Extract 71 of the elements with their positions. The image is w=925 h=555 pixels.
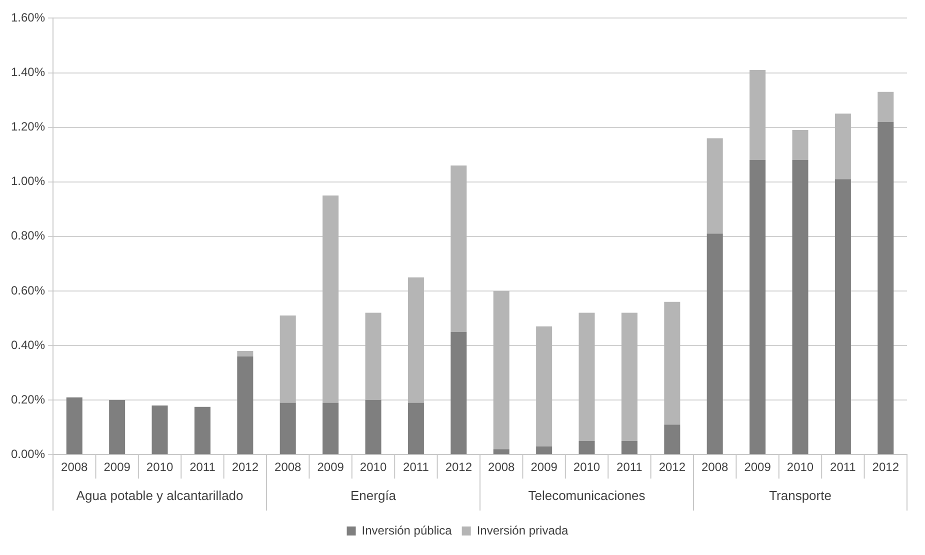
text: Energía (350, 488, 397, 504)
x-tick-label: 2008 (61, 460, 88, 474)
y-tick-label: 0.80% (10, 228, 46, 243)
text: Agua potable y alcantarillado (76, 488, 244, 504)
bar (706, 138, 723, 234)
x-tick-label: 2010 (360, 460, 387, 474)
bar (578, 312, 595, 441)
bar (834, 179, 851, 454)
bar (706, 234, 723, 454)
bar (536, 326, 552, 446)
bar (152, 406, 168, 454)
y-tick-label: 1.00% (10, 174, 46, 188)
bar (66, 397, 82, 454)
bar (664, 302, 680, 425)
text: Transporte (769, 488, 832, 504)
bar (493, 290, 510, 450)
bar (237, 350, 254, 356)
bar (493, 449, 510, 454)
x-tick-label: 2008 (488, 460, 516, 474)
bar (194, 406, 210, 454)
bar (878, 92, 894, 122)
x-tick-label: 2010 (573, 460, 600, 474)
x-tick-label: 2008 (274, 460, 302, 474)
y-tick-label: 1.60% (10, 10, 46, 25)
x-tick-label: 2011 (830, 460, 856, 474)
legend-label: Inversión privada (476, 523, 569, 538)
x-tick-label: 2009 (104, 460, 131, 474)
bar (365, 312, 382, 400)
bar (322, 402, 339, 454)
bar (536, 446, 552, 454)
x-tick-label: 2010 (146, 460, 174, 474)
bar (280, 316, 296, 403)
y-tick-label: 0.00% (10, 446, 46, 461)
bar (750, 160, 766, 454)
x-tick-label: 2008 (702, 460, 729, 474)
x-tick-label: 2011 (403, 460, 430, 474)
bar (878, 122, 894, 454)
bar (365, 400, 382, 454)
y-tick-label: 1.20% (10, 120, 46, 134)
x-tick-label: 2012 (658, 460, 686, 474)
y-tick-label: 0.20% (10, 392, 46, 406)
legend-label: Inversión pública (362, 523, 452, 538)
x-tick-label: 2009 (744, 460, 772, 474)
bar (578, 440, 595, 454)
y-tick-label: 1.40% (10, 65, 46, 80)
bar (322, 195, 339, 403)
bar (621, 440, 638, 454)
bar (834, 114, 851, 180)
bar (621, 312, 638, 441)
bar (792, 130, 808, 160)
bar (237, 356, 254, 454)
bar (750, 70, 766, 160)
bar (109, 400, 126, 454)
bar (664, 424, 680, 454)
y-tick-label: 0.60% (10, 283, 46, 298)
x-tick-label: 2011 (616, 460, 643, 474)
bar (408, 277, 424, 403)
bar (450, 165, 467, 332)
y-tick-label: 0.40% (10, 338, 46, 352)
x-tick-label: 2012 (445, 460, 472, 474)
bar (280, 402, 296, 454)
bar (792, 160, 808, 454)
x-tick-label: 2009 (317, 460, 344, 474)
x-tick-label: 2010 (786, 460, 814, 474)
x-tick-label: 2012 (872, 460, 900, 474)
x-tick-label: 2011 (190, 460, 216, 474)
x-tick-label: 2012 (232, 460, 259, 474)
bar (450, 332, 467, 454)
bar (408, 402, 424, 454)
text: Telecomunicaciones (528, 488, 646, 504)
x-tick-label: 2009 (530, 460, 558, 474)
